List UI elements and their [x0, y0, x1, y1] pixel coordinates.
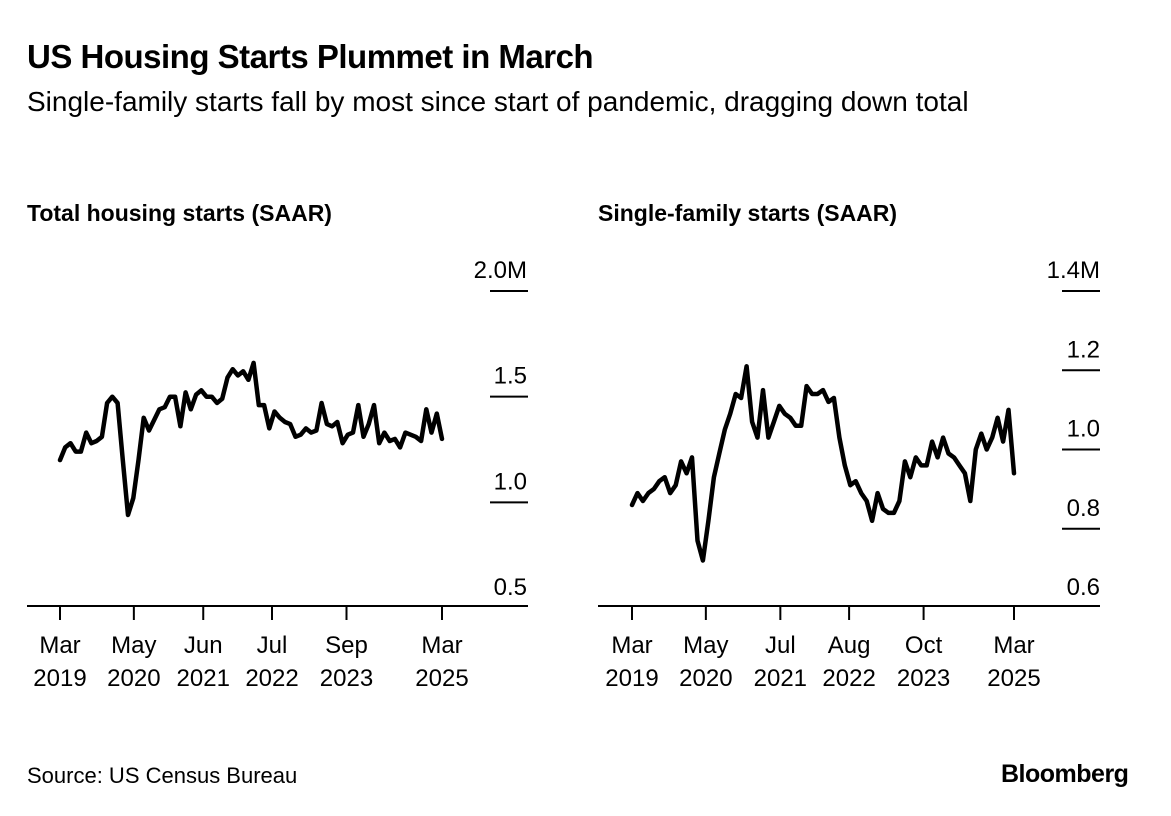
x-tick-label-month: Aug: [828, 632, 871, 659]
x-tick-label-year: 2022: [822, 665, 875, 692]
x-tick-label-year: 2019: [33, 665, 86, 692]
x-tick-label-year: 2019: [605, 665, 658, 692]
page-subtitle: Single-family starts fall by most since …: [27, 86, 969, 117]
x-tick-label-month: May: [111, 632, 156, 659]
x-tick-label-year: 2020: [679, 665, 732, 692]
source-note: Source: US Census Bureau: [27, 763, 298, 788]
series-line: [57, 360, 445, 518]
x-tick-label-month: Jul: [257, 632, 288, 659]
y-tick-label: 0.6: [1067, 574, 1100, 601]
x-tick-label-month: Oct: [905, 632, 943, 659]
x-tick-label-month: May: [683, 632, 728, 659]
y-tick-label: 1.4M: [1047, 257, 1100, 284]
x-tick-label-year: 2025: [987, 665, 1040, 692]
x-tick-label-year: 2020: [107, 665, 160, 692]
right-chart-title: Single-family starts (SAAR): [598, 200, 898, 226]
x-tick-label-year: 2025: [415, 665, 468, 692]
x-tick-label-month: Jul: [765, 632, 796, 659]
y-tick-label: 1.0: [494, 468, 527, 495]
y-tick-label: 0.8: [1067, 495, 1100, 522]
x-tick-label-year: 2021: [177, 665, 230, 692]
x-tick-label-year: 2023: [320, 665, 373, 692]
bloomberg-logo: Bloomberg: [1001, 760, 1129, 788]
y-tick-label: 1.2: [1067, 336, 1100, 363]
x-tick-label-year: 2022: [245, 665, 298, 692]
x-tick-label-month: Mar: [611, 632, 652, 659]
x-tick-label-month: Sep: [325, 632, 368, 659]
y-tick-label: 1.5: [494, 363, 527, 390]
y-tick-label: 2.0M: [474, 257, 527, 284]
y-tick-label: 0.5: [494, 574, 527, 601]
y-tick-label: 1.0: [1067, 416, 1100, 443]
x-tick-label-month: Mar: [993, 632, 1034, 659]
left-chart-title: Total housing starts (SAAR): [27, 200, 332, 226]
x-tick-label-month: Jun: [184, 632, 223, 659]
x-tick-label-year: 2023: [897, 665, 950, 692]
x-tick-label-year: 2021: [754, 665, 807, 692]
x-tick-label-month: Mar: [421, 632, 462, 659]
series-line: [629, 364, 1017, 563]
x-tick-label-month: Mar: [39, 632, 80, 659]
page-title: US Housing Starts Plummet in March: [27, 38, 594, 75]
